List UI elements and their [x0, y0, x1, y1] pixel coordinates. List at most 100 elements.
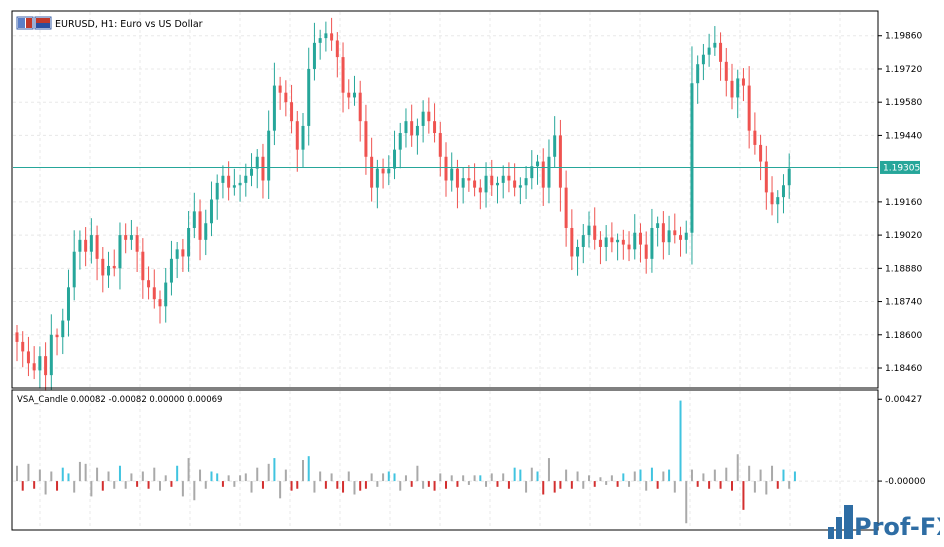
candle	[381, 158, 385, 189]
candle	[719, 32, 723, 81]
vsa-bar	[656, 481, 659, 489]
vsa-bar	[719, 481, 722, 489]
vsa-bar	[67, 473, 70, 482]
candle	[421, 100, 425, 143]
candle	[307, 47, 311, 146]
vsa-bar	[118, 465, 121, 482]
candle	[78, 230, 82, 270]
vsa-bar	[445, 481, 447, 489]
candle	[467, 165, 471, 192]
vsa-bar	[736, 454, 739, 482]
candle	[26, 336, 30, 377]
vsa-bar	[433, 481, 436, 491]
candle	[781, 174, 785, 214]
vsa-bar	[479, 475, 482, 482]
candle	[747, 66, 751, 149]
vsa-bar	[427, 481, 430, 487]
vsa-bar	[422, 481, 425, 489]
vsa-bar	[593, 481, 596, 487]
candle	[690, 46, 694, 265]
price-tick-label: 1.18600	[885, 331, 922, 341]
vsa-bar	[387, 471, 390, 482]
vsa-bar	[748, 465, 751, 482]
price-tick-label: 1.19020	[885, 231, 922, 241]
candle	[627, 231, 631, 262]
price-pane-frame	[11, 10, 879, 389]
candle	[158, 290, 162, 324]
vsa-bar	[359, 481, 362, 491]
candle	[536, 154, 540, 185]
vsa-bar	[181, 481, 184, 497]
price-tick-label: 1.19580	[885, 98, 922, 108]
vsa-bar	[216, 473, 219, 482]
vsa-bar	[639, 469, 642, 482]
vsa-bar	[261, 481, 264, 489]
vsa-bar	[776, 481, 779, 489]
candle	[215, 174, 219, 220]
candle	[129, 219, 133, 250]
candle	[198, 199, 202, 261]
vsa-bar	[467, 481, 470, 485]
vsa-bar	[788, 481, 791, 489]
vsa-bar	[570, 481, 573, 489]
indicator-pane-frame	[11, 389, 879, 531]
vsa-bar	[439, 473, 442, 482]
candle	[118, 222, 122, 290]
candle	[284, 80, 288, 117]
candle	[547, 139, 551, 204]
candle	[707, 33, 711, 67]
candle	[387, 155, 391, 186]
candle	[524, 166, 528, 200]
vsa-bar	[170, 481, 173, 487]
vsa-bar	[78, 461, 81, 482]
vsa-bar	[553, 481, 556, 493]
candle	[38, 346, 42, 389]
vsa-bar	[708, 481, 711, 489]
vsa-bar	[302, 460, 304, 482]
candle	[541, 148, 545, 206]
vsa-bar	[645, 481, 648, 491]
candle	[290, 84, 294, 134]
vsa-bar	[576, 471, 579, 482]
vsa-bar	[519, 469, 522, 482]
vsa-bar	[347, 471, 350, 482]
candle	[787, 153, 791, 199]
candle	[61, 308, 65, 355]
vsa-bar	[244, 473, 247, 482]
candle	[593, 207, 597, 250]
candle	[553, 116, 557, 168]
vsa-bar	[50, 471, 53, 482]
candle	[221, 165, 225, 199]
vsa-bar	[399, 481, 402, 491]
vsa-bar	[599, 477, 602, 482]
vsa-bar	[628, 481, 631, 487]
candle	[759, 134, 763, 181]
candle	[141, 238, 145, 299]
vsa-bar	[250, 481, 253, 493]
vsa-bar	[393, 473, 396, 482]
candle	[49, 314, 53, 391]
logo-text: Prof-FX	[854, 513, 940, 541]
candle	[656, 216, 660, 247]
vsa-bar	[650, 467, 653, 482]
candle	[484, 162, 488, 208]
vsa-bar	[610, 475, 613, 482]
candle	[564, 170, 568, 247]
vsa-bar	[27, 463, 30, 482]
vsa-bar	[221, 481, 224, 487]
candle	[495, 176, 499, 204]
vsa-bar	[273, 458, 276, 482]
candle	[478, 179, 482, 210]
candle	[587, 211, 591, 248]
candle	[616, 233, 620, 261]
vsa-bar	[256, 467, 259, 482]
vsa-bar	[44, 481, 47, 495]
vsa-bar	[147, 481, 150, 489]
candle	[358, 80, 362, 142]
candle	[187, 210, 191, 272]
vsa-bar	[84, 463, 87, 482]
vsa-bar	[782, 469, 785, 482]
vsa-bar	[164, 475, 167, 482]
